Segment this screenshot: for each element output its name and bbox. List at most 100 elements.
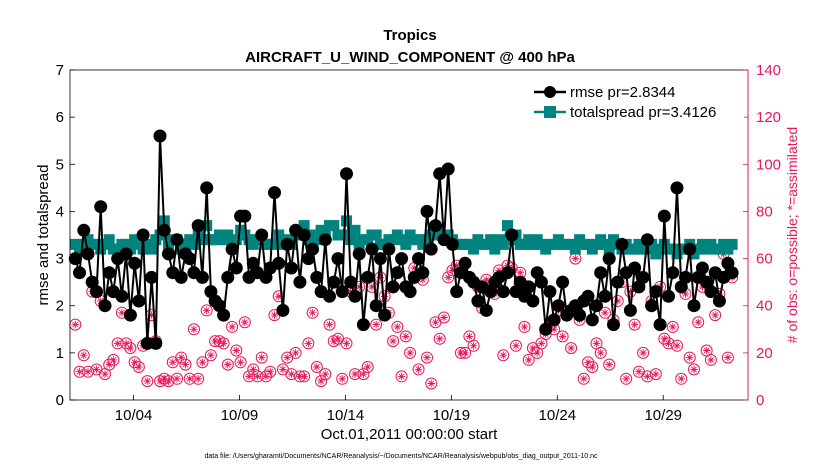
rmse-point [585, 313, 599, 327]
x-tick-label: 10/19 [433, 407, 471, 424]
rmse-point [365, 242, 379, 256]
x-tick-label: 10/24 [539, 407, 577, 424]
obs-assimilated-star [236, 358, 245, 367]
rmse-point [225, 242, 239, 256]
rmse-point [284, 261, 298, 275]
rmse-point [306, 242, 320, 256]
rmse-point [395, 252, 409, 266]
rmse-point [657, 209, 671, 223]
totalspread-point [726, 238, 738, 250]
obs-count-marker [319, 368, 332, 381]
obs-assimilated-star [601, 309, 609, 317]
rmse-point [280, 237, 294, 251]
obs-assimilated-star [262, 372, 270, 381]
obs-assimilated-star [283, 353, 291, 362]
obs-possible-circle [687, 363, 700, 376]
obs-count-marker [442, 271, 455, 284]
obs-possible-circle [433, 332, 446, 345]
rmse-point [412, 252, 425, 266]
obs-count-marker [264, 365, 277, 378]
rmse-point [403, 285, 417, 299]
obs-assimilated-star [198, 358, 207, 367]
rmse-point [666, 266, 680, 280]
totalspread-point [341, 215, 352, 227]
obs-assimilated-star [423, 353, 431, 362]
obs-possible-circle [234, 356, 247, 369]
obs-count-marker [162, 375, 175, 388]
obs-count-marker [82, 365, 95, 378]
obs-count-marker [522, 353, 535, 366]
obs-possible-circle [340, 337, 353, 350]
obs-assimilated-star [92, 365, 101, 374]
obs-possible-circle [264, 365, 277, 378]
obs-possible-circle [666, 320, 679, 333]
obs-assimilated-star [113, 339, 122, 348]
obs-count-marker [709, 309, 722, 322]
obs-possible-circle [658, 332, 671, 345]
rmse-point [479, 303, 493, 317]
obs-count-marker [200, 304, 213, 317]
rmse-point [102, 266, 116, 280]
obs-assimilated-star [677, 375, 686, 383]
legend-box [528, 74, 744, 126]
obs-count-marker [620, 372, 633, 385]
obs-possible-circle [721, 351, 734, 364]
obs-possible-circle [387, 335, 400, 348]
rmse-point [136, 228, 150, 242]
rmse-point [450, 285, 464, 299]
obs-assimilated-star [643, 372, 652, 381]
totalspread-point [328, 220, 340, 232]
rmse-point [581, 289, 595, 303]
obs-possible-circle [522, 353, 535, 366]
obs-possible-circle [620, 372, 633, 385]
obs-count-marker [77, 349, 90, 362]
obs-count-marker [404, 346, 417, 359]
obs-assimilated-star [80, 351, 88, 359]
obs-assimilated-star [194, 375, 202, 383]
obs-count-marker [497, 349, 510, 362]
obs-possible-circle [259, 370, 272, 383]
obs-assimilated-star [673, 342, 681, 350]
obs-count-marker [357, 368, 370, 381]
obs-count-marker [467, 339, 480, 352]
rmse-point [352, 247, 366, 261]
obs-count-marker [196, 356, 209, 369]
obs-possible-circle [120, 337, 133, 350]
obs-count-marker [103, 358, 116, 371]
obs-count-marker [183, 372, 196, 385]
obs-possible-circle [577, 372, 590, 385]
rmse-point [310, 270, 324, 284]
obs-possible-circle [509, 339, 522, 352]
rmse-point [424, 242, 438, 256]
obs-count-marker [569, 252, 582, 265]
legend-spread-label: totalspread pr=3.4126 [570, 104, 716, 121]
obs-assimilated-star [724, 353, 732, 362]
obs-assimilated-star [173, 375, 181, 383]
obs-assimilated-star [588, 363, 597, 371]
obs-possible-circle [192, 372, 205, 385]
right-tick-label: 0 [756, 392, 764, 409]
obs-assimilated-star [211, 337, 219, 345]
obs-assimilated-star [537, 339, 546, 348]
obs-assimilated-star [342, 339, 351, 348]
obs-count-marker [429, 316, 442, 329]
obs-assimilated-star [465, 332, 474, 341]
obs-count-marker [107, 353, 120, 366]
rmse-point [128, 256, 142, 270]
rmse-point [679, 270, 692, 284]
right-tick-label: 40 [756, 298, 773, 315]
obs-possible-circle [662, 337, 675, 350]
obs-assimilated-star [707, 356, 715, 364]
obs-count-marker [111, 337, 124, 350]
obs-possible-circle [628, 318, 641, 331]
obs-count-markers [69, 247, 739, 390]
obs-possible-circle [704, 353, 717, 366]
obs-assimilated-star [613, 297, 622, 305]
rmse-point [725, 266, 739, 280]
right-tick-label: 100 [756, 156, 781, 173]
rmse-point [441, 162, 455, 176]
totalspread-point [201, 220, 213, 232]
obs-count-marker [598, 306, 611, 319]
rmse-point [420, 204, 434, 218]
obs-count-marker [221, 358, 234, 371]
